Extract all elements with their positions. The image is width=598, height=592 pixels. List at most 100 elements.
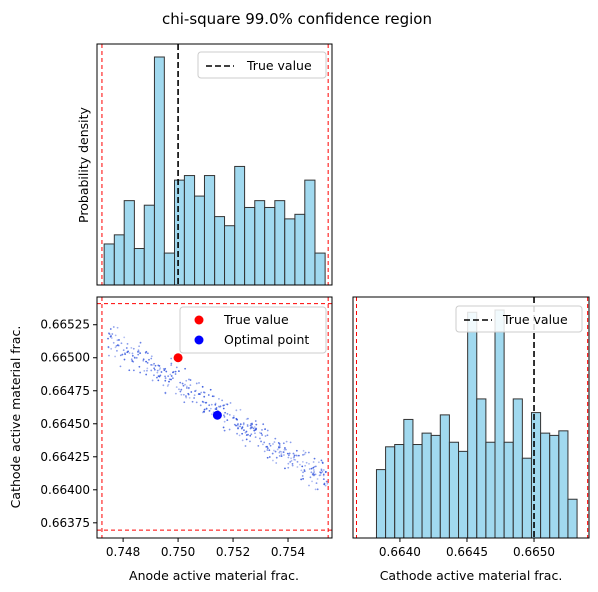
anode-histogram-bar [224,225,236,286]
sample-point [228,428,231,431]
sample-point [131,352,134,355]
sample-point [110,347,113,350]
sample-point [134,357,136,360]
sample-point [154,364,157,367]
x-tick-label: 0.6640 [379,545,421,559]
sample-point [239,408,242,411]
sample-point [273,441,276,443]
sample-point [233,423,236,426]
sample-point [283,448,286,451]
sample-point [239,423,242,426]
sample-point [318,474,321,477]
sample-point [116,349,118,352]
sample-point [185,395,187,397]
anode-histogram-bar [314,252,326,286]
sample-point [146,369,148,372]
sample-point [257,445,260,447]
sample-point [164,379,167,382]
sample-point [187,386,190,389]
sample-point [190,391,193,393]
sample-point [309,476,312,479]
sample-point [200,391,203,394]
y-tick-label: 0.66525 [40,318,90,332]
anode-histogram-bar [284,218,296,286]
sample-point [241,432,244,435]
sample-point [187,387,190,390]
cathode-histogram-bar [512,398,523,539]
sample-point [164,391,167,394]
sample-point [300,469,303,472]
anode-histogram-bar [174,179,185,286]
sample-point [109,328,112,330]
anode-histogram-bar [183,175,196,286]
sample-point [222,404,225,407]
sample-point [214,402,217,405]
sample-point [273,449,275,452]
sample-point [209,407,212,410]
cathode-histogram-xlabel: Cathode active material frac. [380,568,563,583]
sample-point [203,395,206,398]
sample-point [139,352,142,354]
sample-point [235,409,238,412]
sample-point [153,362,155,365]
sample-point [107,337,109,340]
x-tick-label: 0.750 [161,545,195,559]
sample-point [116,326,119,329]
anode-histogram-bar [133,248,145,286]
sample-point [250,426,252,429]
sample-point [165,370,168,373]
x-tick-label: 0.6650 [513,545,555,559]
sample-point [120,342,123,345]
sample-point [218,397,220,400]
sample-point [302,453,304,456]
sample-point [291,464,294,467]
anode-histogram-frame [96,43,333,286]
sample-point [293,454,296,457]
sample-point [245,430,248,433]
sample-point [243,429,245,432]
sample-point [209,388,212,391]
sample-point [153,368,156,371]
sample-point [223,414,225,417]
cathode-histogram-bar [485,441,496,539]
cathode-histogram-bar [567,498,578,539]
anode-histogram-bar [214,216,226,286]
sample-point [170,364,173,367]
sample-point [157,379,160,382]
sample-point [170,375,173,377]
cathode-histogram-legend: True value [455,305,583,333]
sample-point [150,369,153,372]
sample-point [168,378,171,381]
sample-point [195,401,198,404]
sample-point [131,354,134,357]
sample-point [319,474,322,476]
sample-point [208,404,211,407]
x-tick-label: 0.754 [271,545,305,559]
sample-point [180,393,183,396]
sample-point [223,429,226,432]
sample-point [261,434,263,436]
sample-point [321,470,324,473]
anode-histogram-bar [123,200,135,286]
sample-point [312,472,315,475]
cathode-histogram-bar [375,469,387,539]
sample-point [168,380,170,383]
sample-point [258,431,261,434]
sample-point [302,477,304,480]
sample-point [153,374,155,377]
sample-point [212,395,215,398]
scatter-xlabel: Anode active material frac. [129,568,299,583]
sample-point [240,427,243,430]
cathode-histogram-frame [352,296,590,539]
cathode-histogram-bar [394,444,405,539]
cathode-histogram-bar [558,430,569,539]
sample-point [112,326,115,328]
sample-point [108,354,110,357]
sample-point [269,444,272,447]
sample-point [307,451,310,454]
anode-histogram-bar [254,200,266,286]
cathode-histogram-bar [403,418,414,539]
sample-point [295,449,298,452]
scatter-x-ticks: 0.748 0.750 0.752 0.754 [106,538,305,559]
sample-point [303,469,306,471]
